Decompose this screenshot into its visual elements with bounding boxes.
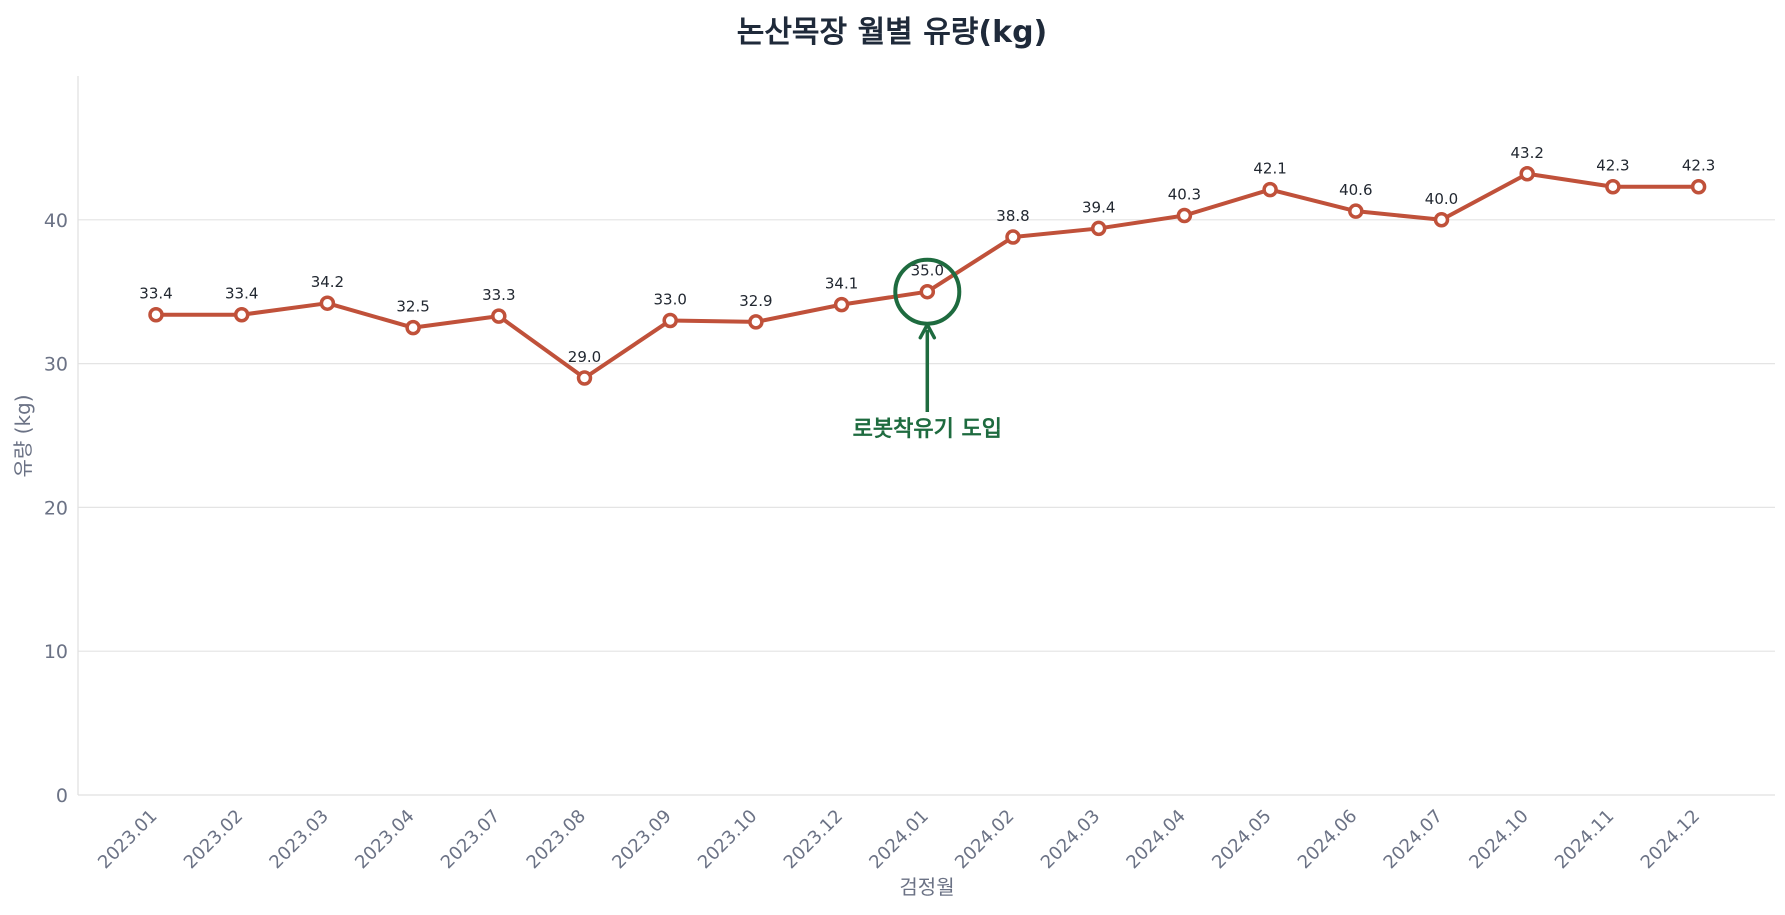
data-point (1433, 212, 1450, 228)
y-tick-label: 40 (44, 210, 68, 232)
data-point (1005, 229, 1021, 245)
annotation-arrow-head (918, 322, 937, 340)
data-point (662, 312, 678, 329)
x-tick-label: 2024.11 (1551, 806, 1618, 873)
y-tick-label: 10 (44, 641, 68, 663)
x-axis-label: 검정월 (899, 875, 954, 899)
data-point (576, 370, 593, 386)
data-point (319, 295, 336, 311)
data-point (748, 314, 764, 330)
data-point (405, 319, 421, 336)
x-tick-label: 2024.02 (951, 806, 1018, 873)
data-point (233, 306, 250, 323)
y-tick-label: 30 (44, 354, 68, 376)
x-tick-label: 2023.12 (780, 806, 847, 873)
chart-title: 논산목장 월별 유량(kg) (737, 15, 1048, 50)
data-label: 29.0 (568, 348, 601, 366)
data-label: 33.4 (139, 285, 172, 303)
x-tick-label: 2024.12 (1637, 806, 1704, 873)
data-point (148, 306, 164, 323)
data-label: 42.1 (1253, 160, 1286, 178)
data-label: 40.3 (1168, 185, 1201, 203)
data-label: 42.3 (1682, 157, 1715, 175)
data-label: 42.3 (1596, 157, 1629, 175)
y-tick-label: 0 (56, 785, 68, 807)
y-axis-label: 유량 (kg) (11, 394, 35, 477)
data-label: 33.4 (225, 285, 258, 303)
x-tick-label: 2023.07 (437, 806, 504, 873)
x-tick-label: 2023.02 (180, 806, 247, 873)
data-label: 43.2 (1510, 144, 1543, 162)
data-label: 40.0 (1425, 190, 1458, 208)
data-point (1690, 178, 1707, 195)
x-tick-label: 2023.04 (351, 806, 418, 873)
x-tick-label: 2024.04 (1122, 806, 1189, 873)
x-tick-label: 2024.01 (865, 806, 932, 873)
x-tick-label: 2023.09 (608, 806, 675, 873)
x-tick-label: 2024.06 (1294, 806, 1361, 873)
data-point (919, 283, 936, 300)
data-label: 32.5 (396, 298, 429, 316)
x-tick-label: 2024.05 (1208, 806, 1275, 873)
data-label: 40.6 (1339, 181, 1372, 199)
data-point (1262, 181, 1278, 198)
annotation-text: 로봇착유기 도입 (853, 417, 1002, 442)
y-tick-label: 20 (44, 497, 68, 519)
x-tick-label: 2024.03 (1037, 806, 1104, 873)
x-tick-label: 2023.01 (94, 806, 161, 873)
y-axis-ticks: 0 10 20 30 40 (44, 210, 68, 807)
data-label: 33.3 (482, 286, 515, 304)
annotation-group: 로봇착유기 도입 (853, 257, 1002, 442)
x-axis-ticks: 2023.01 2023.02 2023.03 2023.04 2023.07 2023.… (94, 806, 1704, 873)
series-group: 33.4 33.4 34.2 32.5 33.3 29.0 33.0 32.9 34.1 35.0… (139, 144, 1715, 386)
data-point (491, 308, 507, 324)
data-point (833, 296, 850, 313)
data-point (1090, 220, 1107, 237)
data-point (1519, 166, 1535, 182)
data-label: 34.1 (825, 275, 858, 293)
x-tick-label: 2024.10 (1465, 806, 1532, 873)
x-tick-label: 2023.08 (523, 806, 590, 873)
x-tick-label: 2023.10 (694, 806, 761, 873)
x-tick-label: 2023.03 (265, 806, 332, 873)
data-label: 34.2 (311, 273, 344, 291)
data-point (1176, 207, 1193, 224)
data-label: 35.0 (911, 262, 944, 280)
data-label: 39.4 (1082, 198, 1115, 216)
data-label: 33.0 (653, 290, 686, 308)
x-tick-label: 2024.07 (1380, 806, 1447, 873)
data-point (1348, 203, 1364, 219)
data-label: 38.8 (996, 207, 1029, 225)
data-point (1605, 178, 1621, 195)
data-label: 32.9 (739, 292, 772, 310)
